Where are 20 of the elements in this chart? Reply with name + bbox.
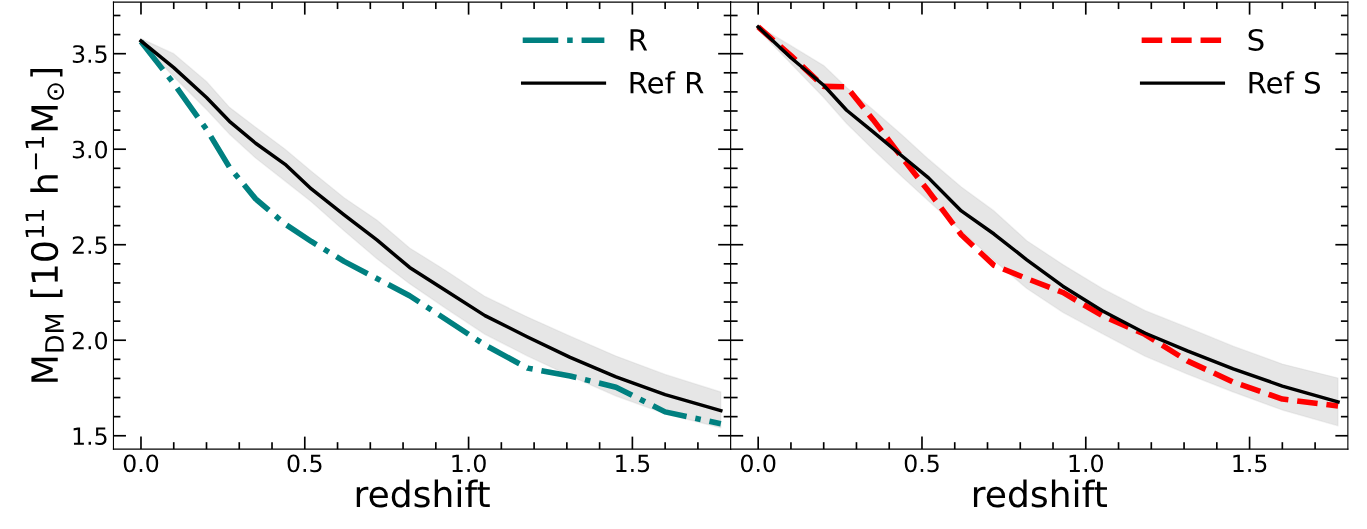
x-axis-title: redshift <box>973 479 1107 508</box>
x-tick-label: 1.0 <box>1069 454 1103 473</box>
text: M$_{DM}$ [10$^{11}$ h$^{−1}$M$_{⊙}$] <box>25 69 65 382</box>
y-tick-label: 3.0 <box>72 140 108 159</box>
x-tick-label: 1.0 <box>452 454 486 473</box>
y-tick-label: 2.5 <box>72 236 107 255</box>
legend-label: Ref R <box>630 71 704 94</box>
legend-label: S <box>1248 28 1264 51</box>
x-tick-label: 0.5 <box>287 454 322 473</box>
x-tick-label: 0.5 <box>904 454 939 473</box>
y-tick-label: 3.5 <box>72 45 107 63</box>
legend-label: Ref S <box>1249 71 1320 94</box>
x-tick-label: 0.0 <box>740 454 776 473</box>
x-tick-label: 0.0 <box>123 454 159 473</box>
legend-label: R <box>630 29 648 51</box>
y-tick-label: 1.5 <box>73 427 107 446</box>
x-tick-label: 1.5 <box>1233 454 1267 473</box>
x-tick-label: 1.5 <box>616 454 650 473</box>
y-tick-label: 2.0 <box>72 331 108 350</box>
x-axis-title: redshift <box>356 479 490 508</box>
